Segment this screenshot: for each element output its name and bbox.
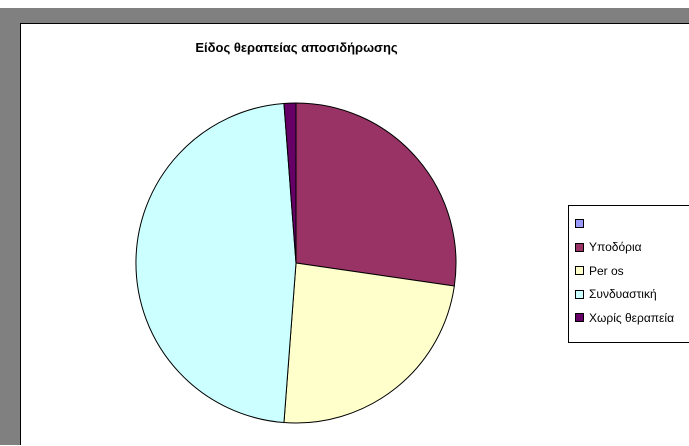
pie-slice-1	[295, 102, 457, 287]
legend-item-2: Per os	[575, 259, 689, 283]
legend-swatch-0	[575, 219, 584, 229]
chart-title: Είδος θεραπείας αποσιδήρωσης	[195, 40, 398, 55]
legend: Υποδόρια Per os Συνδυαστική Χωρίς θεραπεία	[568, 205, 689, 343]
legend-label-4: Χωρίς θεραπεία	[589, 310, 675, 325]
legend-label-1: Υποδόρια	[589, 240, 642, 255]
pie-slice-2	[283, 262, 455, 424]
legend-item-4: Χωρίς θεραπεία	[575, 306, 689, 330]
pie-chart	[135, 102, 457, 424]
legend-item-0	[575, 212, 689, 236]
legend-item-1: Υποδόρια	[575, 236, 689, 260]
pie-slice-4	[283, 102, 297, 264]
chart-area: Είδος θεραπείας αποσιδήρωσης Υποδόρια Per…	[20, 23, 689, 445]
legend-label-3: Συνδυαστική	[589, 287, 657, 302]
pie-slice-3	[135, 102, 297, 424]
legend-swatch-1	[575, 242, 584, 252]
legend-swatch-2	[575, 266, 584, 276]
legend-item-3: Συνδυαστική	[575, 283, 689, 307]
legend-label-2: Per os	[589, 263, 624, 278]
legend-swatch-4	[575, 313, 584, 323]
legend-swatch-3	[575, 289, 584, 299]
